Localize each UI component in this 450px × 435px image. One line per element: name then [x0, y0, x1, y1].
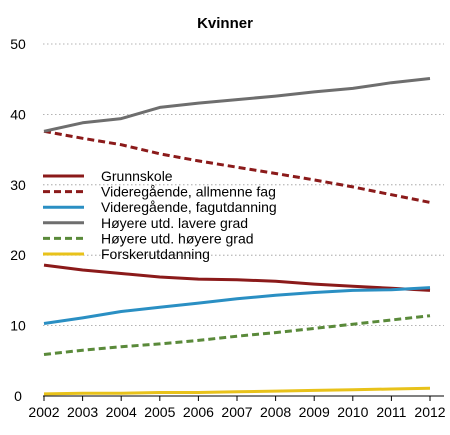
y-tick-label: 50 — [10, 36, 26, 52]
legend-label: Videregående, allmenne fag — [101, 184, 276, 200]
series-line-4 — [43, 77, 431, 133]
x-tick-label: 2002 — [28, 404, 59, 420]
chart-title: Kvinner — [197, 15, 253, 32]
legend-label: Forskerutdanning — [101, 246, 210, 262]
x-tick-label: 2006 — [183, 404, 214, 420]
y-axis: 0 10 20 30 40 50 — [10, 36, 26, 404]
series-line-3 — [43, 286, 431, 325]
x-tick-label: 2012 — [414, 404, 445, 420]
series-line-5 — [43, 314, 431, 356]
x-tick-label: 2004 — [106, 404, 137, 420]
gridlines — [43, 43, 444, 327]
legend-label: Høyere utd. lavere grad — [101, 215, 248, 231]
series-line-1 — [43, 263, 431, 292]
y-tick-label: 30 — [10, 177, 26, 193]
x-tick-label: 2005 — [144, 404, 175, 420]
y-tick-label: 20 — [10, 247, 26, 263]
y-tick-label: 0 — [14, 388, 22, 404]
x-axis: 2002 2003 2004 2005 2006 2007 2008 2009 2010 2011… — [28, 395, 446, 420]
series-lines — [43, 77, 431, 396]
legend-label: Grunnskole — [101, 168, 173, 184]
x-tick-label: 2010 — [337, 404, 368, 420]
legend-label: Videregående, fagutdanning — [101, 199, 277, 215]
x-tick-label: 2007 — [221, 404, 252, 420]
x-tick-label: 2011 — [376, 404, 406, 420]
y-tick-label: 10 — [10, 318, 26, 334]
x-tick-label: 2008 — [260, 404, 291, 420]
legend-label: Høyere utd. høyere grad — [101, 230, 254, 246]
y-tick-label: 40 — [10, 106, 26, 122]
series-line-6 — [43, 386, 431, 396]
x-tick-label: 2009 — [299, 404, 330, 420]
x-tick-label: 2003 — [67, 404, 98, 420]
